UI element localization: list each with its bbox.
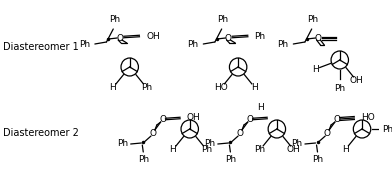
- Circle shape: [353, 120, 371, 138]
- Text: Ph: Ph: [291, 139, 302, 147]
- Text: Ph: Ph: [117, 139, 128, 147]
- Text: Ph: Ph: [383, 125, 392, 134]
- Circle shape: [121, 58, 138, 76]
- Circle shape: [229, 58, 247, 76]
- Text: Ph: Ph: [204, 139, 215, 147]
- Text: O: O: [333, 115, 340, 124]
- Text: Ph: Ph: [141, 83, 152, 92]
- Text: Ph: Ph: [187, 40, 198, 49]
- Text: Ph: Ph: [109, 15, 120, 24]
- Text: O: O: [116, 33, 123, 42]
- Circle shape: [268, 120, 285, 138]
- Text: Diastereomer 1: Diastereomer 1: [3, 42, 79, 52]
- Text: H: H: [170, 145, 176, 154]
- Text: O: O: [149, 129, 156, 137]
- Text: Ph: Ph: [138, 155, 149, 164]
- Text: Ph: Ph: [307, 15, 318, 24]
- Text: H: H: [312, 65, 319, 74]
- Text: O: O: [159, 115, 166, 124]
- Text: Ph: Ph: [334, 84, 345, 93]
- Text: Ph: Ph: [79, 40, 90, 49]
- Text: Ph: Ph: [312, 155, 323, 164]
- Text: H: H: [252, 83, 258, 92]
- Text: O: O: [324, 129, 331, 137]
- Text: Ph: Ph: [254, 32, 266, 40]
- Text: OH: OH: [350, 76, 363, 85]
- Text: O: O: [225, 33, 232, 42]
- Text: H: H: [257, 103, 264, 112]
- Circle shape: [331, 51, 348, 69]
- Text: OH: OH: [287, 145, 301, 154]
- Text: O: O: [315, 33, 322, 42]
- Text: Ph: Ph: [254, 145, 266, 154]
- Text: Ph: Ph: [225, 155, 236, 164]
- Text: Ph: Ph: [217, 15, 228, 24]
- Text: OH: OH: [187, 113, 201, 122]
- Text: H: H: [109, 83, 116, 92]
- Text: OH: OH: [146, 32, 160, 40]
- Text: Diastereomer 2: Diastereomer 2: [3, 128, 79, 138]
- Text: HO: HO: [214, 83, 228, 92]
- Text: O: O: [236, 129, 243, 137]
- Text: Ph: Ph: [201, 145, 212, 154]
- Text: H: H: [342, 145, 348, 154]
- Circle shape: [181, 120, 198, 138]
- Text: Ph: Ph: [278, 40, 289, 49]
- Text: HO: HO: [361, 113, 375, 122]
- Text: O: O: [246, 115, 253, 124]
